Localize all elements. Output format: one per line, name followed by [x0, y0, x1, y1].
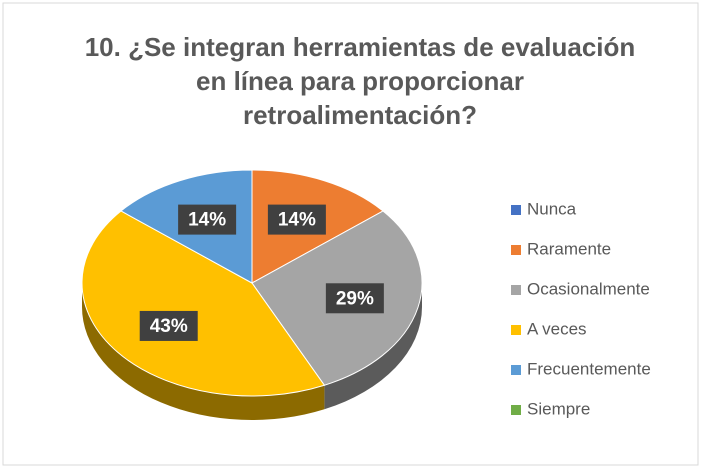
data-label: 43%	[150, 316, 188, 337]
chart-title: 10. ¿Se integran herramientas de evaluac…	[84, 32, 636, 130]
legend-swatch	[511, 365, 521, 375]
legend-label: Siempre	[527, 399, 590, 418]
legend-label: A veces	[527, 319, 587, 338]
data-label-box	[178, 204, 237, 235]
data-label: 29%	[336, 288, 374, 309]
legend-label: Frecuentemente	[527, 359, 651, 378]
data-label: 14%	[188, 210, 226, 231]
legend-label: Raramente	[527, 239, 611, 258]
data-label-box	[325, 283, 384, 314]
legend-swatch	[511, 245, 521, 255]
legend-swatch	[511, 325, 521, 335]
slice-side	[324, 283, 422, 410]
data-label-box	[139, 310, 198, 341]
legend-swatch	[511, 205, 521, 215]
legend-swatch	[511, 285, 521, 295]
legend-label: Ocasionalmente	[527, 279, 650, 298]
legend-label: Nunca	[527, 199, 577, 218]
data-label: 14%	[278, 210, 316, 231]
data-label-box	[267, 204, 326, 235]
slice-side	[82, 283, 325, 420]
slice	[81, 210, 326, 397]
legend-swatch	[511, 405, 521, 415]
